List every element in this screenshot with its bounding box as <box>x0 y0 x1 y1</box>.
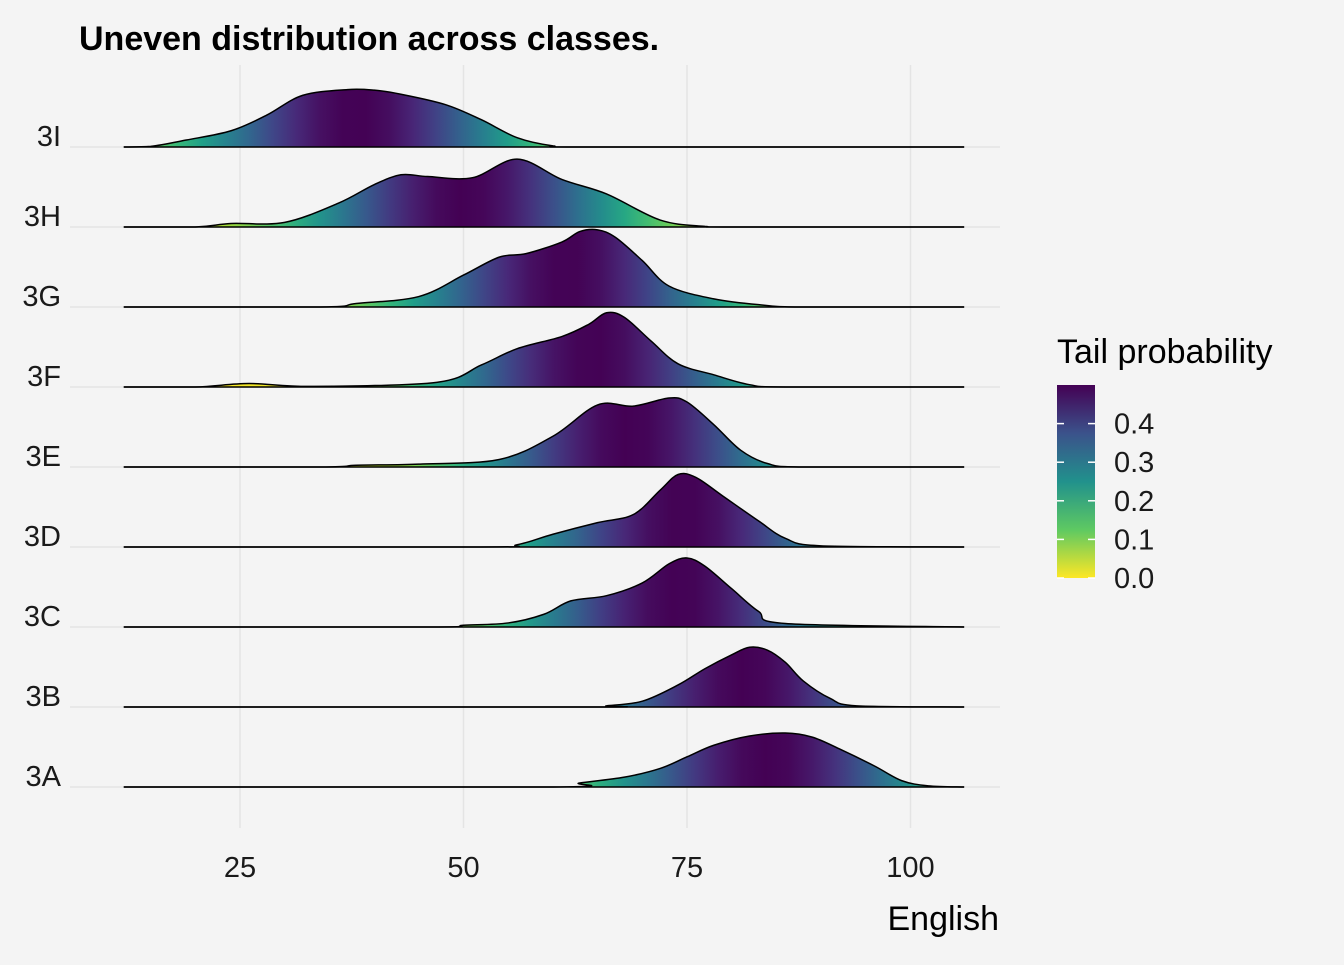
ridge-area-3G <box>123 229 965 307</box>
ridge-3F <box>123 311 965 388</box>
ridge-3E <box>123 396 965 468</box>
y-tick-label: 3C <box>24 601 61 633</box>
ridge-3I <box>123 88 965 148</box>
legend-tick-label: 0.3 <box>1114 447 1154 479</box>
legend: Tail probability 0.0 0.1 0.2 0.3 0.4 <box>1057 333 1272 595</box>
y-tick-label: 3H <box>24 201 61 233</box>
y-tick-label: 3F <box>27 361 61 393</box>
axis-layer: 25 50 75 100 3A 3B 3C 3D 3E 3F 3G 3H 3I <box>22 121 934 884</box>
ridge-3H <box>123 158 965 228</box>
x-tick-label: 100 <box>886 852 934 884</box>
ridge-area-3A <box>123 733 965 787</box>
ridge-3G <box>123 228 965 308</box>
ridge-3D <box>123 472 965 548</box>
legend-title: Tail probability <box>1057 333 1272 371</box>
ridge-area-3H <box>123 159 965 227</box>
ridge-3B <box>123 646 965 708</box>
y-tick-label: 3B <box>26 681 61 713</box>
ridge-area-3B <box>123 647 965 707</box>
legend-colorbar <box>1057 385 1095 578</box>
y-tick-label: 3D <box>24 521 61 553</box>
ridge-outline-3G <box>123 228 965 308</box>
chart-title: Uneven distribution across classes. <box>79 20 659 58</box>
legend-tick-label: 0.1 <box>1114 524 1154 556</box>
ridge-area-3F <box>123 312 965 387</box>
ridge-area-3E <box>123 397 965 467</box>
ridge-outline-3F <box>123 311 965 388</box>
ridge-3C <box>123 557 965 628</box>
ridge-area-3I <box>123 89 965 147</box>
y-tick-label: 3A <box>26 761 62 793</box>
legend-tick-label: 0.4 <box>1114 409 1154 441</box>
x-tick-label: 50 <box>447 852 479 884</box>
y-tick-label: 3G <box>22 281 61 313</box>
y-tick-label: 3I <box>37 121 61 153</box>
ridge-layer <box>123 88 965 788</box>
x-axis-label: English <box>887 900 999 938</box>
legend-tick-label: 0.2 <box>1114 486 1154 518</box>
x-tick-label: 75 <box>671 852 703 884</box>
x-tick-label: 25 <box>224 852 256 884</box>
ridge-3A <box>123 732 965 788</box>
ridge-outline-3E <box>123 396 965 468</box>
ridge-area-3D <box>123 473 965 547</box>
ridge-area-3C <box>123 557 965 627</box>
legend-ticks: 0.0 0.1 0.2 0.3 0.4 <box>1057 409 1154 595</box>
y-tick-label: 3E <box>26 441 61 473</box>
legend-tick-label: 0.0 <box>1114 563 1154 595</box>
